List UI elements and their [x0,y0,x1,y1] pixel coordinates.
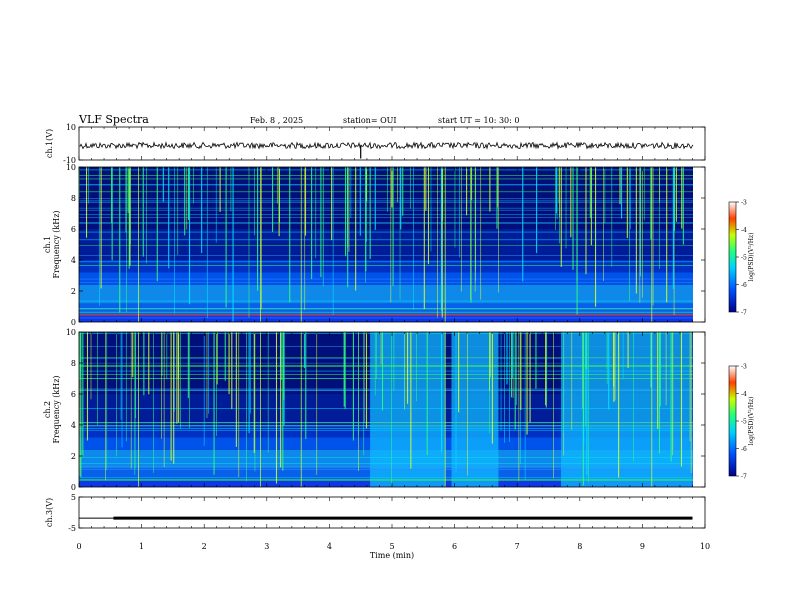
colorbar-tick-label: -3 [741,364,747,371]
colorbar-label: log(PSD)(V²/Hz) [748,233,755,282]
spec1-tick-label: 6 [71,225,76,234]
x-tick-label: 8 [577,542,582,551]
colorbar-tick-label: -4 [741,391,747,398]
spec1-tick-label: 4 [71,256,76,265]
spec2-tick-label: 10 [66,328,76,337]
date-label: Feb. 8 , 2025 [250,116,303,125]
spectrogram-image-2 [79,332,693,487]
colorbar-tick-label: -6 [741,282,747,289]
spec1-tick-label: 8 [71,194,76,203]
x-tick-label: 3 [264,542,269,551]
ch3-waveform-panel: 5 -5 ch.3(V) [45,493,706,533]
spec2-tick-label: 2 [71,452,76,461]
colorbar-tick-label: -7 [741,310,747,317]
station-label: station= OUI [343,116,397,125]
ch1-frame [78,126,706,161]
ch1-spectrogram-panel: 0 2 4 6 8 10 ch.1Frequency (kHz) [43,163,706,327]
spec1-tick-label: 2 [71,287,76,296]
x-tick-label: 2 [202,542,207,551]
spec2-tick-label: 0 [71,483,76,492]
time-axis: 0 1 2 3 4 5 6 7 8 9 10 Time (min) [76,542,710,560]
figure-title: VLF Spectra [78,113,149,126]
colorbar-tick-label: -3 [741,200,747,207]
spec1-ylabel: ch.1Frequency (kHz) [43,210,61,278]
x-tick-label: 4 [327,542,332,551]
spec2-tick-label: 8 [71,359,76,368]
x-tick-label: 7 [515,542,520,551]
colorbar-tick-label: -5 [741,255,747,262]
ch3-frame [78,496,706,529]
x-tick-label: 5 [389,542,394,551]
ch1-waveform-panel: 10 -10 ch.1(V) [45,123,706,165]
ch3-tick-label: -5 [68,524,76,533]
ch3-ylabel: ch.3(V) [45,498,54,527]
ch1-tick-label: 10 [66,123,76,132]
colorbar-ch2 [728,365,737,477]
ch2-spectrogram-panel: 0 2 4 6 8 10 ch.2Frequency (kHz) [43,328,706,492]
colorbar-label: log(PSD)(V²/Hz) [748,397,755,446]
spec1-tick-label: 10 [66,163,76,172]
x-tick-label: 0 [76,542,81,551]
ch1-trace [79,141,694,150]
ch1-tick-label: -10 [63,156,76,165]
spec2-ylabel: ch.2Frequency (kHz) [43,375,61,443]
colorbar-tick-label: -6 [741,446,747,453]
colorbar-tick-label: -5 [741,419,747,426]
ch3-tick-label: 5 [71,493,76,502]
colorbar-tick-label: -7 [741,474,747,481]
x-tick-label: 10 [700,542,710,551]
spectrogram-image-1 [79,167,693,322]
colorbar-ch1 [728,201,737,313]
spec2-tick-label: 4 [71,421,76,430]
x-tick-label: 1 [139,542,144,551]
start-time-label: start UT = 10: 30: 0 [438,116,519,125]
spec2-tick-label: 6 [71,390,76,399]
x-tick-label: 9 [640,542,645,551]
spec1-tick-label: 0 [71,318,76,327]
x-tick-label: 6 [452,542,457,551]
colorbar-tick-label: -4 [741,227,747,234]
ch1-ylabel: ch.1(V) [45,129,54,158]
x-axis-label: Time (min) [370,551,414,560]
